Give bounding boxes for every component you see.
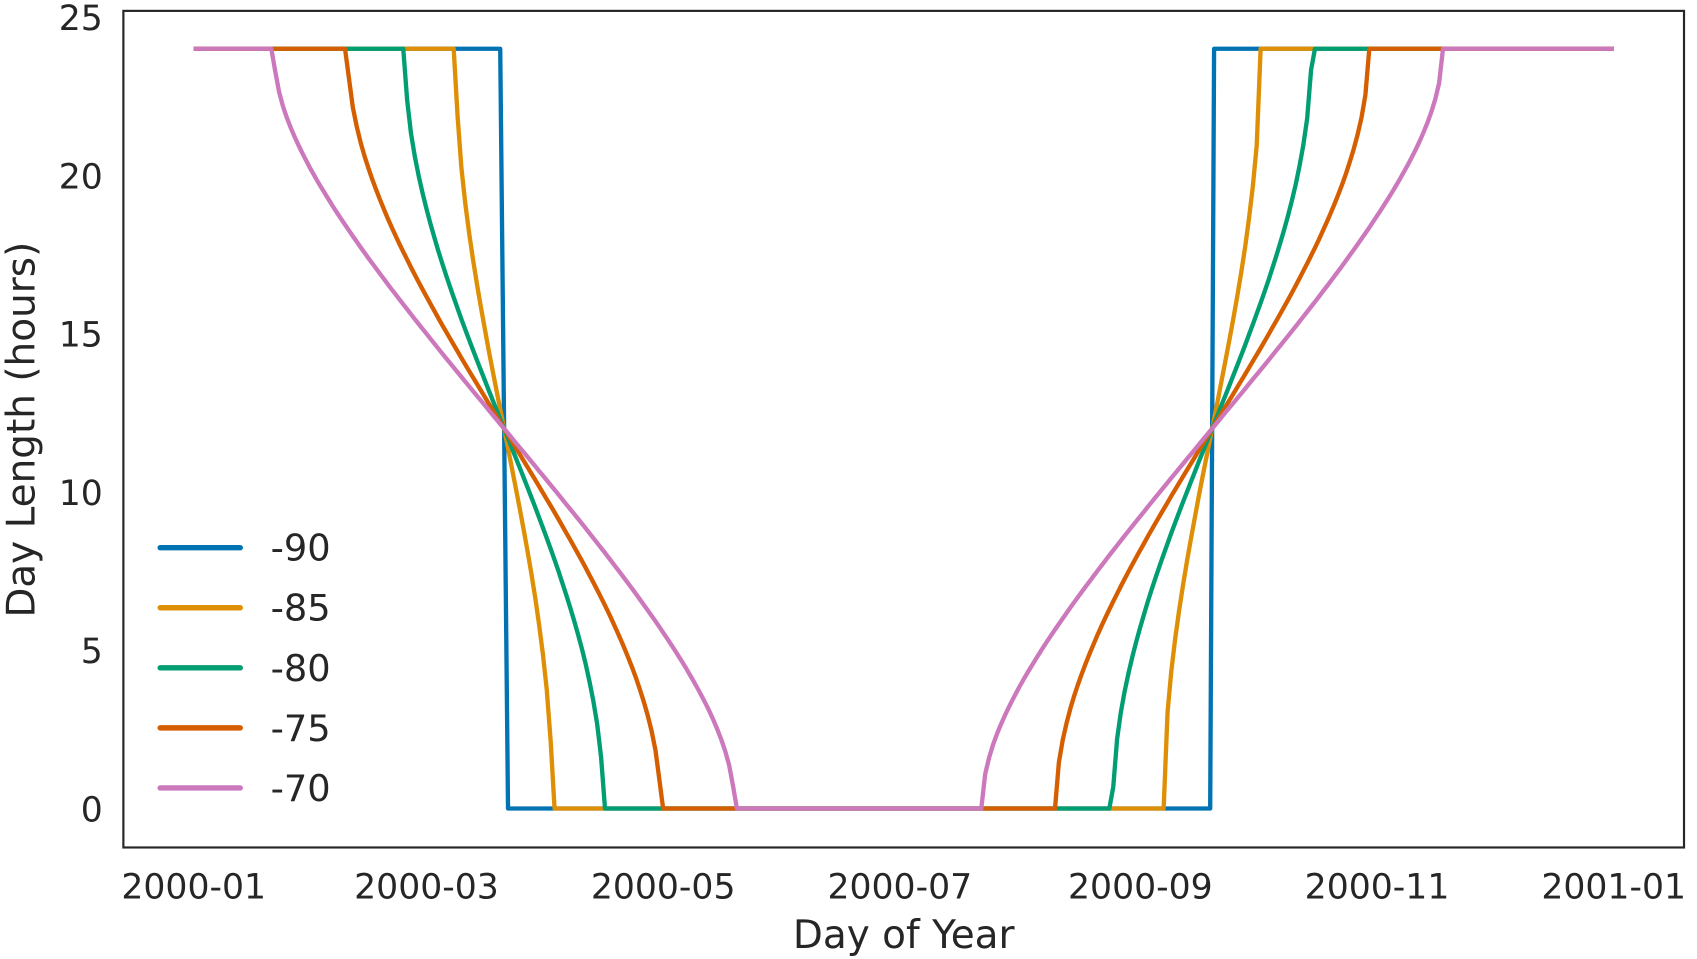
series-line--70 xyxy=(193,46,1614,811)
axes-frame xyxy=(122,9,1686,849)
series-line--80 xyxy=(193,46,1614,811)
legend-label: -90 xyxy=(271,527,331,570)
legend-label: -70 xyxy=(271,767,331,810)
legend-label: -85 xyxy=(271,587,331,630)
y-tick-label: 5 xyxy=(81,632,103,672)
y-axis-label: Day Length (hours) xyxy=(0,242,45,618)
series-line--85 xyxy=(193,46,1614,811)
x-tick-label: 2000-11 xyxy=(1305,867,1450,907)
legend-label: -75 xyxy=(271,707,331,750)
y-tick-labels: 0 5 10 15 20 25 xyxy=(59,0,103,830)
series-line--75 xyxy=(193,46,1614,811)
x-tick-label: 2000-07 xyxy=(827,867,972,907)
x-tick-label: 2000-03 xyxy=(354,867,499,907)
x-tick-label: 2000-01 xyxy=(121,867,266,907)
y-tick-label: 20 xyxy=(59,157,103,197)
y-tick-label: 10 xyxy=(59,474,103,514)
x-axis-label: Day of Year xyxy=(793,913,1016,958)
x-tick-label: 2000-09 xyxy=(1068,867,1213,907)
x-tick-label: 2001-01 xyxy=(1541,867,1686,907)
y-tick-label: 0 xyxy=(81,790,103,830)
y-tick-label: 25 xyxy=(59,0,103,39)
x-tick-label: 2000-05 xyxy=(591,867,736,907)
x-tick-labels: 2000-01 2000-03 2000-05 2000-07 2000-09 2000-… xyxy=(121,867,1686,907)
y-tick-label: 15 xyxy=(59,316,103,356)
series-lines xyxy=(193,46,1614,811)
legend: -90 -85 -80 -75 -70 xyxy=(157,527,331,810)
series-line--90 xyxy=(193,46,1614,811)
legend-label: -80 xyxy=(271,647,331,690)
